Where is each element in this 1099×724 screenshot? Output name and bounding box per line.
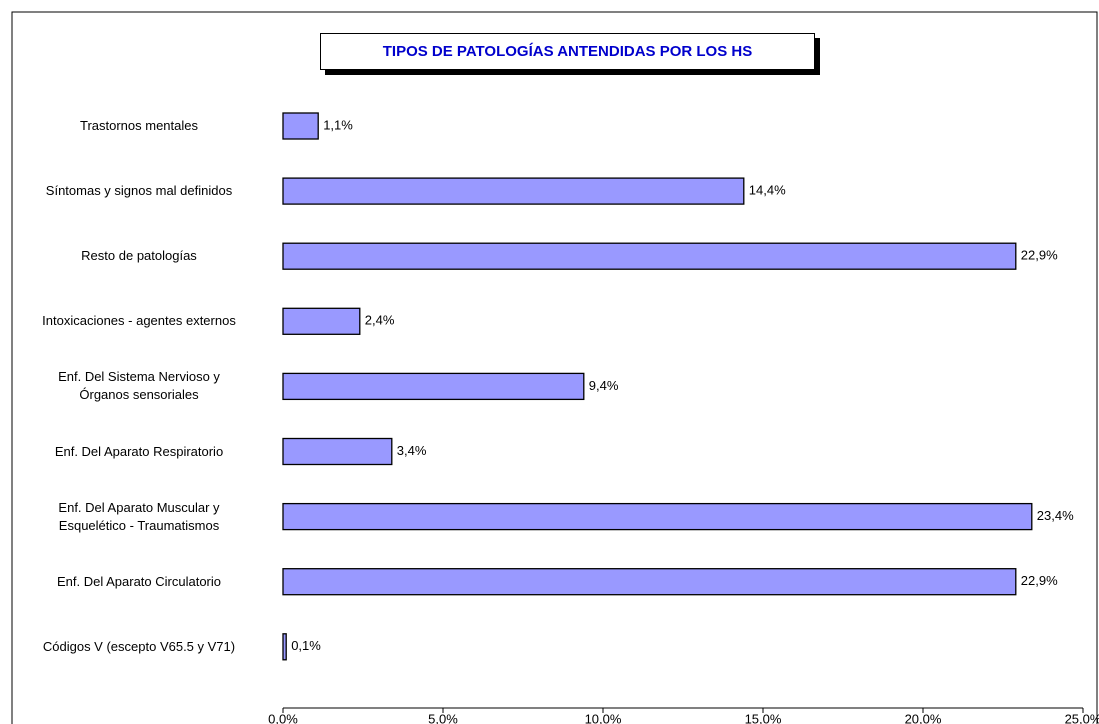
data-label: 22,9%	[1021, 573, 1058, 588]
y-tick-label: Enf. Del Aparato Muscular y Esquelético …	[58, 499, 220, 533]
bar	[282, 502, 1033, 531]
data-label: 9,4%	[589, 378, 619, 393]
y-tick-label: Síntomas y signos mal definidos	[45, 183, 233, 199]
bar	[282, 112, 319, 140]
bar	[282, 633, 287, 661]
data-label: 1,1%	[323, 117, 353, 132]
data-label: 3,4%	[397, 443, 427, 458]
x-tick-label: 0,0%	[268, 711, 298, 724]
bar	[282, 177, 745, 205]
bar	[282, 372, 585, 401]
chart-frame	[11, 11, 1098, 724]
y-tick-label: Resto de patologías	[81, 248, 197, 264]
data-label: 23,4%	[1037, 508, 1074, 523]
bar	[282, 307, 361, 335]
x-tick-label: 15,0%	[745, 711, 782, 724]
y-tick-label: Intoxicaciones - agentes externos	[42, 313, 236, 329]
y-tick-label: Trastornos mentales	[79, 118, 198, 133]
data-label: 14,4%	[749, 183, 786, 198]
x-tick-label: 10,0%	[585, 711, 622, 724]
x-tick-label: 5,0%	[428, 711, 458, 724]
y-tick-label: Enf. Del Sistema Nervioso y Órganos sens…	[58, 369, 220, 403]
x-tick-label: 20,0%	[905, 711, 942, 724]
bar	[282, 242, 1017, 270]
data-label: 2,4%	[365, 313, 395, 328]
x-tick-label: 25,0%	[1065, 711, 1099, 724]
y-tick-label: Enf. Del Aparato Circulatorio	[56, 573, 222, 589]
data-label: 22,9%	[1021, 248, 1058, 263]
data-label: 0,1%	[291, 638, 321, 653]
y-tick-label: Enf. Del Aparato Respiratorio	[54, 443, 224, 459]
bar	[282, 568, 1017, 596]
chart-title: TIPOS DE PATOLOGÍAS ANTENDIDAS POR LOS H…	[320, 33, 815, 70]
bar	[282, 437, 393, 466]
y-tick-label: Códigos V (escepto V65.5 y V71)	[42, 638, 236, 654]
